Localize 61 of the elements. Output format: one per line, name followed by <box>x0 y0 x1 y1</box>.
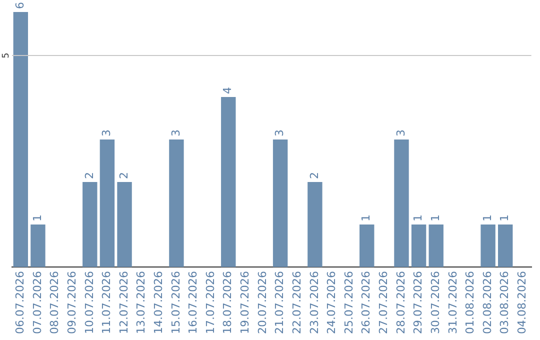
x-tick-label: 10.07.2026 <box>82 271 96 334</box>
x-tick-label: 19.07.2026 <box>238 271 252 334</box>
x-tick-label: 20.07.2026 <box>256 271 269 334</box>
bar <box>360 224 374 268</box>
x-tick-label: 01.08.2026 <box>464 271 477 334</box>
bar <box>428 224 444 268</box>
data-label: 1 <box>428 214 442 222</box>
x-tick-label: 16.07.2026 <box>186 271 200 334</box>
data-label: 1 <box>412 214 425 222</box>
bar <box>498 224 513 268</box>
x-tick-label: 15.07.2026 <box>169 271 182 334</box>
data-label: 3 <box>100 130 114 137</box>
bar <box>117 182 132 268</box>
data-label: 4 <box>221 87 234 94</box>
x-tick-label: 27.07.2026 <box>377 271 390 334</box>
x-tick-label: 12.07.2026 <box>117 271 130 334</box>
x-tick-label: 07.07.2026 <box>30 271 44 334</box>
x-tick-label: 08.07.2026 <box>48 271 62 334</box>
bar <box>394 140 409 268</box>
x-tick-label: 03.08.2026 <box>498 271 512 334</box>
x-tick-label: 02.08.2026 <box>480 271 494 334</box>
x-tick-label: 06.07.2026 <box>14 271 27 334</box>
data-label: 1 <box>360 214 373 222</box>
data-label: 1 <box>498 214 512 222</box>
x-tick-label: 11.07.2026 <box>100 271 114 334</box>
x-tick-label: 09.07.2026 <box>65 271 78 334</box>
x-tick-label: 29.07.2026 <box>412 271 425 334</box>
x-tick-label: 28.07.2026 <box>394 271 408 334</box>
x-tick-label: 30.07.2026 <box>428 271 442 334</box>
bar <box>100 140 115 268</box>
x-tick-label: 22.07.2026 <box>290 271 304 334</box>
x-tick-label: 04.08.2026 <box>516 271 529 334</box>
data-label: 3 <box>273 130 286 137</box>
bar <box>169 140 184 268</box>
x-tick-label: 25.07.2026 <box>342 271 356 334</box>
x-tick-label: 14.07.2026 <box>152 271 165 334</box>
data-label: 2 <box>308 172 321 180</box>
bar <box>411 224 426 268</box>
data-label: 1 <box>30 214 44 222</box>
bar <box>272 140 288 268</box>
x-tick-label: 26.07.2026 <box>360 271 373 334</box>
bar <box>13 12 28 268</box>
x-tick-label: 31.07.2026 <box>446 271 460 334</box>
ref-line-label: 5 <box>1 52 12 58</box>
x-tick-label: 21.07.2026 <box>273 271 286 334</box>
data-label: 2 <box>82 172 96 180</box>
data-label: 2 <box>117 172 130 180</box>
x-tick-label: 17.07.2026 <box>204 271 217 334</box>
x-tick-label: 24.07.2026 <box>325 271 338 334</box>
data-label: 3 <box>169 130 182 137</box>
bar <box>82 182 98 268</box>
data-label: 1 <box>480 214 494 222</box>
bar <box>221 97 236 268</box>
x-tick-label: 18.07.2026 <box>221 271 234 334</box>
x-tick-label: 23.07.2026 <box>308 271 321 334</box>
data-label: 3 <box>394 130 408 137</box>
bar <box>308 182 322 268</box>
bar <box>30 224 46 268</box>
data-label: 6 <box>14 2 27 9</box>
x-tick-label: 13.07.2026 <box>134 271 148 334</box>
bar <box>480 224 496 268</box>
